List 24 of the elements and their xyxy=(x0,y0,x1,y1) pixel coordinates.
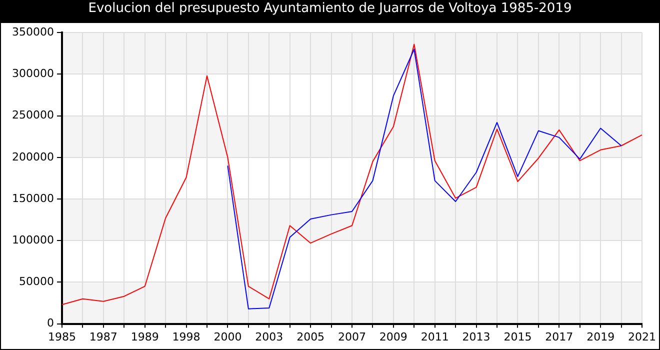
x-tick-label: 2009 xyxy=(379,330,408,344)
y-tick-label: 0 xyxy=(46,316,54,330)
x-tick-label: 2021 xyxy=(628,330,656,344)
y-tick-label: 300000 xyxy=(12,67,54,80)
y-tick-label: 150000 xyxy=(12,192,54,205)
x-tick-label: 2000 xyxy=(214,330,242,344)
x-tick-label: 2005 xyxy=(296,330,325,344)
x-tick-label: 2017 xyxy=(545,330,574,344)
y-tick-label: 250000 xyxy=(12,108,54,122)
x-tick-label: 2013 xyxy=(462,330,490,344)
x-tick-label: 1985 xyxy=(48,330,76,344)
x-tick-label: 2015 xyxy=(504,330,532,344)
x-tick-label: 1987 xyxy=(89,330,118,344)
y-tick-label: 200000 xyxy=(12,150,54,164)
y-tick-label: 100000 xyxy=(12,233,54,246)
chart-title: Evolucion del presupuesto Ayuntamiento de Juarros de Voltoya 1985-2019 xyxy=(1,1,659,23)
x-tick-label: 2011 xyxy=(420,330,449,344)
x-tick-label: 1998 xyxy=(172,330,200,344)
y-tick-label: 350000 xyxy=(12,25,54,38)
y-tick-label: 50000 xyxy=(18,275,54,288)
x-tick-label: 1989 xyxy=(130,330,159,344)
x-tick-label: 2003 xyxy=(255,330,284,344)
x-tick-label: 2019 xyxy=(586,330,615,344)
x-tick-label: 2007 xyxy=(338,330,366,344)
